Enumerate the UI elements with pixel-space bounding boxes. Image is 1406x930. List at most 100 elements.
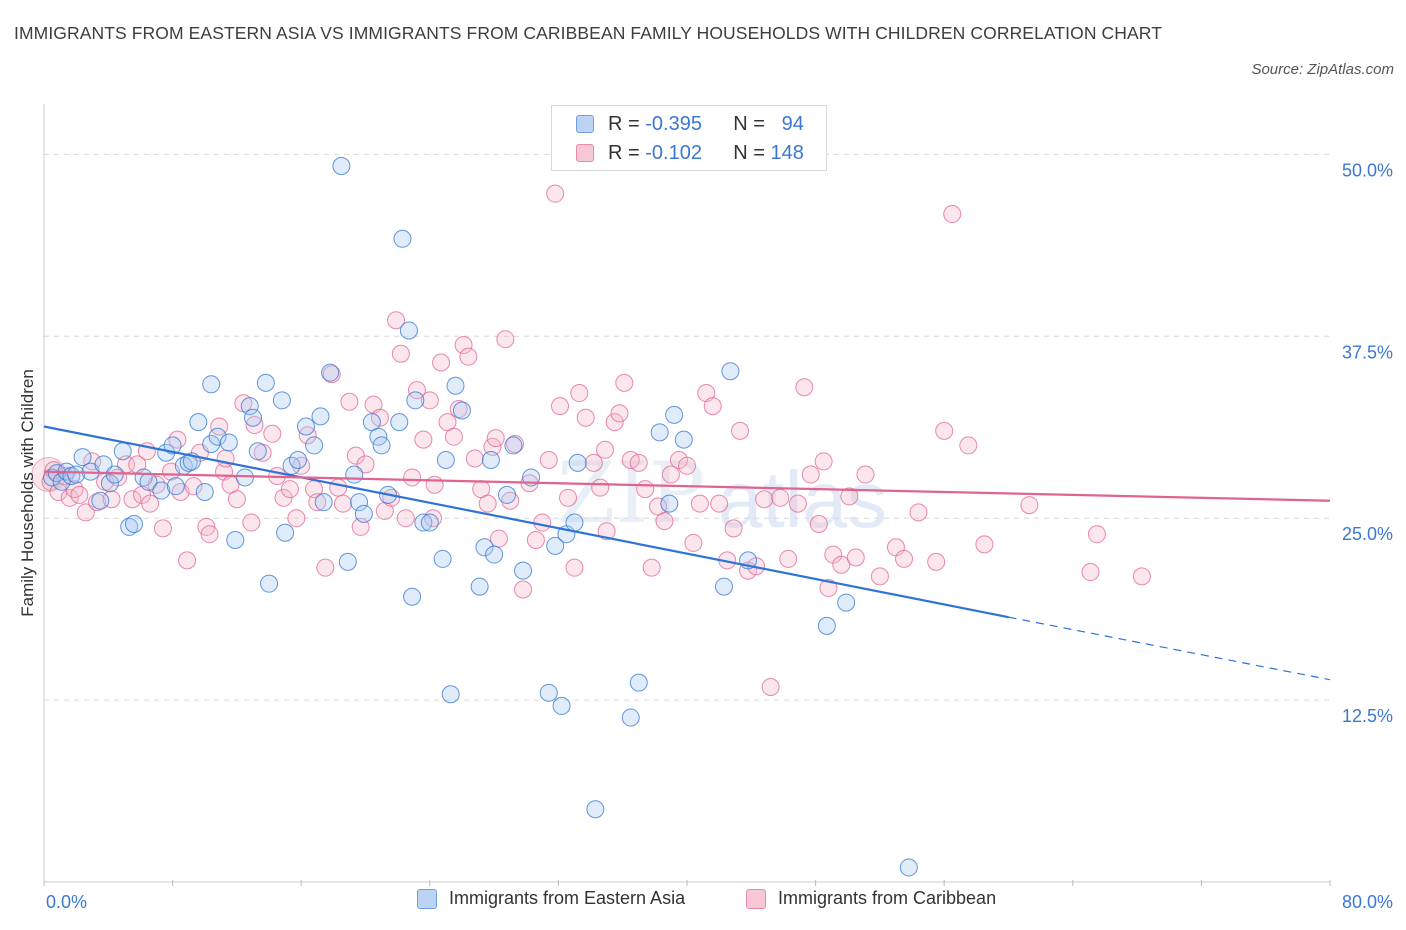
legend-r-label: R = xyxy=(608,141,640,164)
data-point-caribbean xyxy=(895,549,914,568)
data-point-caribbean xyxy=(565,558,584,577)
data-point-caribbean xyxy=(263,424,282,443)
data-point-eastern-asia xyxy=(120,517,139,536)
data-point-caribbean xyxy=(576,408,595,427)
data-point-eastern-asia xyxy=(837,593,856,612)
trend-lines xyxy=(43,425,1331,681)
data-point-caribbean xyxy=(819,579,838,598)
data-point-eastern-asia xyxy=(674,430,693,449)
data-point-caribbean xyxy=(761,677,780,696)
data-point-eastern-asia xyxy=(256,373,275,392)
data-point-eastern-asia xyxy=(414,513,433,532)
data-point-caribbean xyxy=(684,533,703,552)
x-tick-label: 0.0% xyxy=(46,892,87,912)
data-point-caribbean xyxy=(731,421,750,440)
data-point-eastern-asia xyxy=(100,474,119,493)
data-point-caribbean xyxy=(486,429,505,448)
data-point-caribbean xyxy=(391,344,410,363)
data-point-caribbean xyxy=(697,384,716,403)
data-point-caribbean xyxy=(200,525,219,544)
x-tick-label: 80.0% xyxy=(1342,892,1393,912)
data-point-caribbean xyxy=(153,519,172,538)
legend-n-label: N = xyxy=(733,141,765,164)
data-point-eastern-asia xyxy=(314,493,333,512)
data-point-caribbean xyxy=(496,330,515,349)
data-point-caribbean xyxy=(546,184,565,203)
data-point-caribbean xyxy=(370,408,389,427)
data-point-caribbean xyxy=(420,391,439,410)
data-point-eastern-asia xyxy=(350,493,369,512)
legend-label-caribbean: Immigrants from Caribbean xyxy=(778,888,997,908)
data-point-eastern-asia xyxy=(276,523,295,542)
data-point-eastern-asia xyxy=(546,536,565,555)
stats-legend: R = -0.395 N = 94 R = -0.102 N = 148 xyxy=(551,105,827,171)
data-point-caribbean xyxy=(141,494,160,513)
data-point-eastern-asia xyxy=(485,545,504,564)
data-point-eastern-asia xyxy=(399,321,418,340)
data-point-caribbean xyxy=(280,480,299,499)
y-axis-label: Family Households with Children xyxy=(18,369,37,617)
y-tick-label: 12.5% xyxy=(1342,706,1393,726)
y-tick-labels: 12.5% 25.0% 37.5% 50.0% xyxy=(1342,160,1393,726)
trend-line-caribbean xyxy=(43,470,1331,502)
data-point-caribbean xyxy=(526,531,545,550)
data-point-eastern-asia xyxy=(354,504,373,523)
data-point-eastern-asia xyxy=(475,538,494,557)
data-point-caribbean xyxy=(533,513,552,532)
data-point-caribbean xyxy=(935,421,954,440)
data-point-eastern-asia xyxy=(332,157,351,176)
data-point-caribbean xyxy=(655,512,674,531)
data-point-eastern-asia xyxy=(260,574,279,593)
data-point-caribbean xyxy=(287,509,306,528)
data-point-eastern-asia xyxy=(452,401,471,420)
data-point-caribbean xyxy=(364,395,383,414)
data-point-eastern-asia xyxy=(539,683,558,702)
data-point-caribbean xyxy=(245,416,264,435)
data-point-eastern-asia xyxy=(113,442,132,461)
data-point-caribbean xyxy=(584,453,603,472)
data-point-caribbean xyxy=(123,490,142,509)
data-point-eastern-asia xyxy=(125,515,144,534)
legend-item-eastern-asia[interactable]: Immigrants from Eastern Asia xyxy=(417,888,685,909)
legend-n-value: 148 xyxy=(770,141,804,164)
legend-r-label: R = xyxy=(608,112,640,135)
data-point-eastern-asia xyxy=(73,448,92,467)
legend-swatch-blue xyxy=(417,888,437,909)
data-point-caribbean xyxy=(809,515,828,534)
data-point-eastern-asia xyxy=(248,442,267,461)
source-label: Source: ZipAtlas.com xyxy=(1251,61,1394,78)
legend-row-caribbean: R = -0.102 N = 148 xyxy=(576,138,811,168)
data-point-eastern-asia xyxy=(504,436,523,455)
data-point-caribbean xyxy=(779,549,798,568)
data-point-caribbean xyxy=(76,503,95,522)
data-point-eastern-asia xyxy=(226,531,245,550)
data-point-eastern-asia xyxy=(91,491,110,510)
y-tick-label: 25.0% xyxy=(1342,524,1393,544)
data-point-eastern-asia xyxy=(105,465,124,484)
data-point-caribbean xyxy=(788,494,807,513)
data-point-eastern-asia xyxy=(272,391,291,410)
data-point-eastern-asia xyxy=(235,468,254,487)
data-point-eastern-asia xyxy=(67,465,86,484)
data-point-caribbean xyxy=(465,449,484,468)
data-point-caribbean xyxy=(636,480,655,499)
data-point-eastern-asia xyxy=(311,407,330,426)
data-point-caribbean xyxy=(642,558,661,577)
legend-item-caribbean[interactable]: Immigrants from Caribbean xyxy=(746,888,996,909)
data-point-caribbean xyxy=(316,558,335,577)
data-point-caribbean xyxy=(88,493,107,512)
data-point-eastern-asia xyxy=(665,405,684,424)
data-point-caribbean xyxy=(292,456,311,475)
data-point-eastern-asia xyxy=(393,229,412,248)
data-point-caribbean xyxy=(329,478,348,497)
data-point-caribbean xyxy=(514,580,533,599)
data-point-caribbean xyxy=(184,477,203,496)
data-point-eastern-asia xyxy=(240,397,259,416)
chart-title: IMMIGRANTS FROM EASTERN ASIA VS IMMIGRAN… xyxy=(14,23,1163,43)
data-point-caribbean xyxy=(432,353,451,372)
legend-n-label: N = xyxy=(733,112,765,135)
legend-label-eastern-asia: Immigrants from Eastern Asia xyxy=(449,888,686,908)
data-point-caribbean xyxy=(501,491,520,510)
data-point-caribbean xyxy=(840,487,859,506)
data-point-caribbean xyxy=(814,452,833,471)
